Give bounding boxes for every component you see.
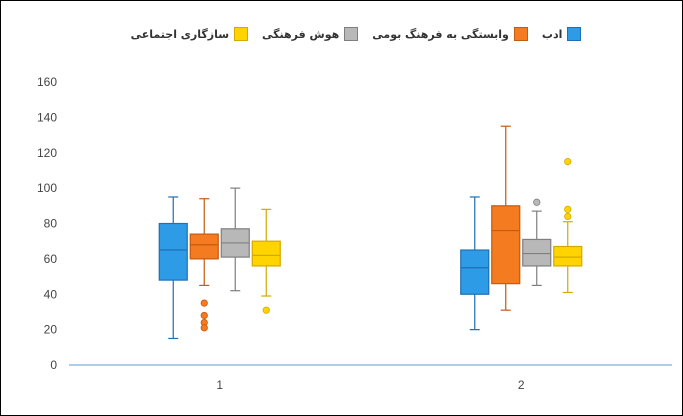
box-group [522,198,552,287]
x-tick-label: 2 [518,378,525,392]
box-iqr [460,249,490,295]
legend-swatch-series-1 [567,27,582,41]
y-tick-label: 100 [37,181,57,195]
outlier-point [200,299,208,307]
box-group [189,198,219,332]
legend-label-series-1: ادب [541,27,563,41]
legend-entry-series-1: ادب [541,27,582,41]
box-iqr [158,222,188,281]
legend-entry-series-3: هوش فرهنگی [262,27,359,41]
legend-entry-series-4: سازگاری اجتماعی [130,27,249,41]
y-tick-label: 20 [44,323,58,337]
y-tick-label: 160 [37,75,57,89]
chart-legend: ادب وابستگی به فرهنگ بومی هوش فرهنگی ساز… [121,27,591,41]
x-tick-label: 1 [216,378,223,392]
legend-label-series-2: وابستگی به فرهنگ بومی [372,27,509,41]
outlier-point [200,311,208,320]
y-tick-label: 80 [44,217,58,231]
box-iqr [522,238,552,267]
outlier-point [564,157,572,166]
y-tick-label: 0 [50,358,57,372]
plot-area [158,125,583,340]
box-iqr [251,240,281,267]
legend-label-series-4: سازگاری اجتماعی [130,27,230,41]
y-axis: 0 20 40 60 80 100 120 140 160 [37,75,57,372]
box-group [553,157,583,294]
y-tick-label: 60 [44,252,58,266]
outlier-point [262,306,270,314]
outlier-point [533,198,541,206]
y-tick-label: 120 [37,146,57,160]
box-group [491,125,521,311]
legend-label-series-3: هوش فرهنگی [262,27,340,41]
box-iqr [491,205,521,285]
y-tick-label: 140 [37,110,57,124]
legend-swatch-series-3 [344,27,359,41]
box-iqr [189,233,219,260]
box-group [220,187,250,292]
outlier-point [564,212,572,221]
outlier-point [564,205,572,213]
y-tick-label: 40 [44,287,58,301]
legend-swatch-series-4 [234,27,249,41]
outlier-point [200,324,208,332]
box-group [251,208,281,314]
legend-swatch-series-2 [513,27,528,41]
box-iqr [553,245,583,267]
box-group [158,196,188,340]
legend-entry-series-2: وابستگی به فرهنگ بومی [372,27,528,41]
box-group [460,196,490,331]
